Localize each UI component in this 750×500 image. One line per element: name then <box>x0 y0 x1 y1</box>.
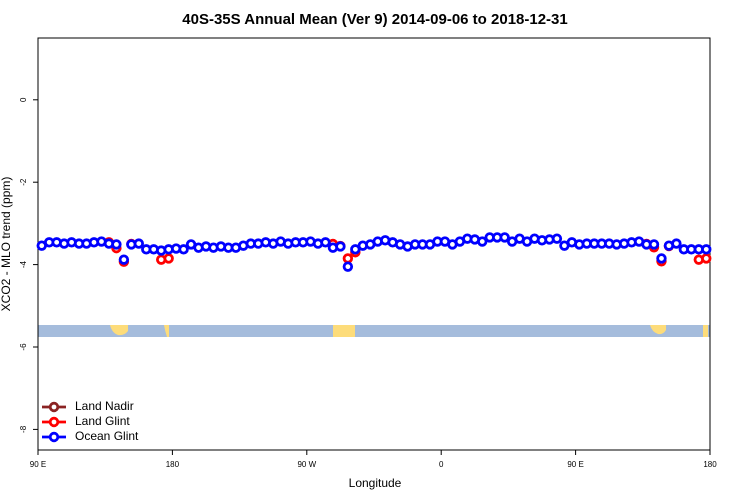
legend-label: Land Nadir <box>75 399 134 413</box>
legend-label: Land Glint <box>75 414 130 428</box>
land <box>703 325 708 337</box>
y-axis-label: XCO2 - MLO trend (ppm) <box>0 177 13 312</box>
point <box>118 254 130 265</box>
ocean-strip <box>38 325 710 337</box>
y-tick-label: -2 <box>19 178 28 186</box>
y-tick-label: 0 <box>19 97 28 102</box>
x-tick-label: 180 <box>166 460 180 469</box>
y-tick-label: -4 <box>19 260 28 268</box>
legend-marker <box>48 401 60 413</box>
point <box>499 232 510 243</box>
land <box>333 325 355 337</box>
point <box>133 238 144 249</box>
land <box>110 325 128 336</box>
point <box>163 253 174 264</box>
y-tick-label: -8 <box>19 425 28 433</box>
land <box>164 325 169 337</box>
map-strip <box>38 325 710 337</box>
point <box>671 238 682 249</box>
x-tick-label: 90 E <box>567 460 583 469</box>
x-tick-label: 180 <box>703 460 717 469</box>
point <box>701 253 712 264</box>
x-tick-label: 0 <box>439 460 444 469</box>
point <box>551 233 563 244</box>
land <box>650 325 666 335</box>
legend-marker <box>48 431 60 443</box>
point <box>477 236 488 247</box>
point <box>342 253 354 264</box>
x-axis-label: Longitude <box>349 476 402 490</box>
x-tick-label: 90 W <box>297 460 316 469</box>
point <box>350 244 361 255</box>
x-tick-label: 90 E <box>30 460 46 469</box>
y-tick-label: -6 <box>19 343 28 351</box>
point <box>111 239 122 250</box>
legend-label: Ocean Glint <box>75 429 139 443</box>
point <box>342 261 354 272</box>
chart-title: 40S-35S Annual Mean (Ver 9) 2014-09-06 t… <box>182 11 567 28</box>
legend-marker <box>48 416 60 428</box>
point <box>178 244 189 255</box>
point <box>648 239 660 250</box>
point <box>320 237 331 248</box>
point <box>335 241 346 252</box>
point <box>701 244 712 255</box>
point <box>656 253 667 264</box>
